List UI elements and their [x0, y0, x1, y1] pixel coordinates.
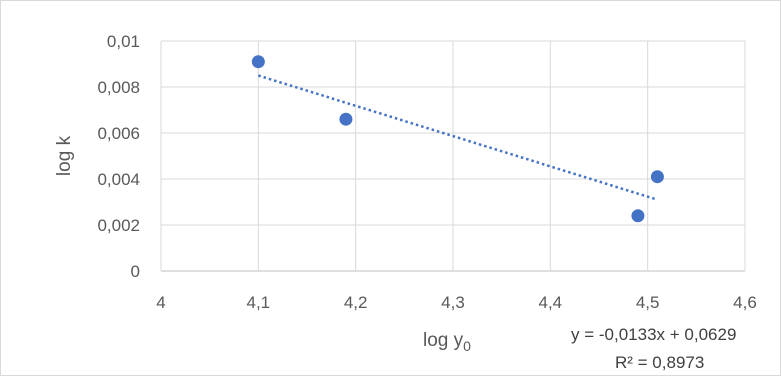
y-tick-label: 0,01	[107, 32, 140, 51]
x-tick-labels: 4 4,1 4,2 4,3 4,4 4,5 4,6	[156, 293, 757, 312]
x-tick-label: 4,2	[344, 293, 368, 312]
x-tick-label: 4,3	[441, 293, 465, 312]
data-point	[650, 170, 664, 184]
y-tick-labels: 0 0,002 0,004 0,006 0,008 0,01	[97, 32, 140, 281]
x-tick-label: 4,4	[539, 293, 563, 312]
grid-lines	[160, 40, 746, 272]
data-points	[251, 55, 664, 223]
y-tick-label: 0,006	[97, 124, 140, 143]
y-tick-label: 0,004	[97, 170, 140, 189]
trendline-equation: y = -0,0133x + 0,0629	[571, 325, 736, 344]
x-tick-label: 4,1	[247, 293, 271, 312]
trendline-layer	[257, 74, 658, 201]
x-tick-label: 4	[156, 293, 165, 312]
y-axis-title: log k	[54, 135, 75, 176]
x-tick-label: 4,5	[636, 293, 660, 312]
x-axis-title: log y0	[423, 330, 471, 354]
trendline-r-squared: R² = 0,8973	[615, 353, 704, 372]
data-point	[631, 209, 645, 223]
trendline	[257, 74, 658, 201]
data-point	[251, 55, 265, 69]
x-tick-label: 4,6	[733, 293, 757, 312]
y-tick-label: 0,008	[97, 78, 140, 97]
x-axis-title-main: log y	[423, 330, 464, 351]
x-axis-title-subscript: 0	[463, 338, 471, 354]
y-tick-label: 0,002	[97, 216, 140, 235]
data-point	[339, 112, 353, 126]
y-tick-label: 0	[131, 262, 140, 281]
